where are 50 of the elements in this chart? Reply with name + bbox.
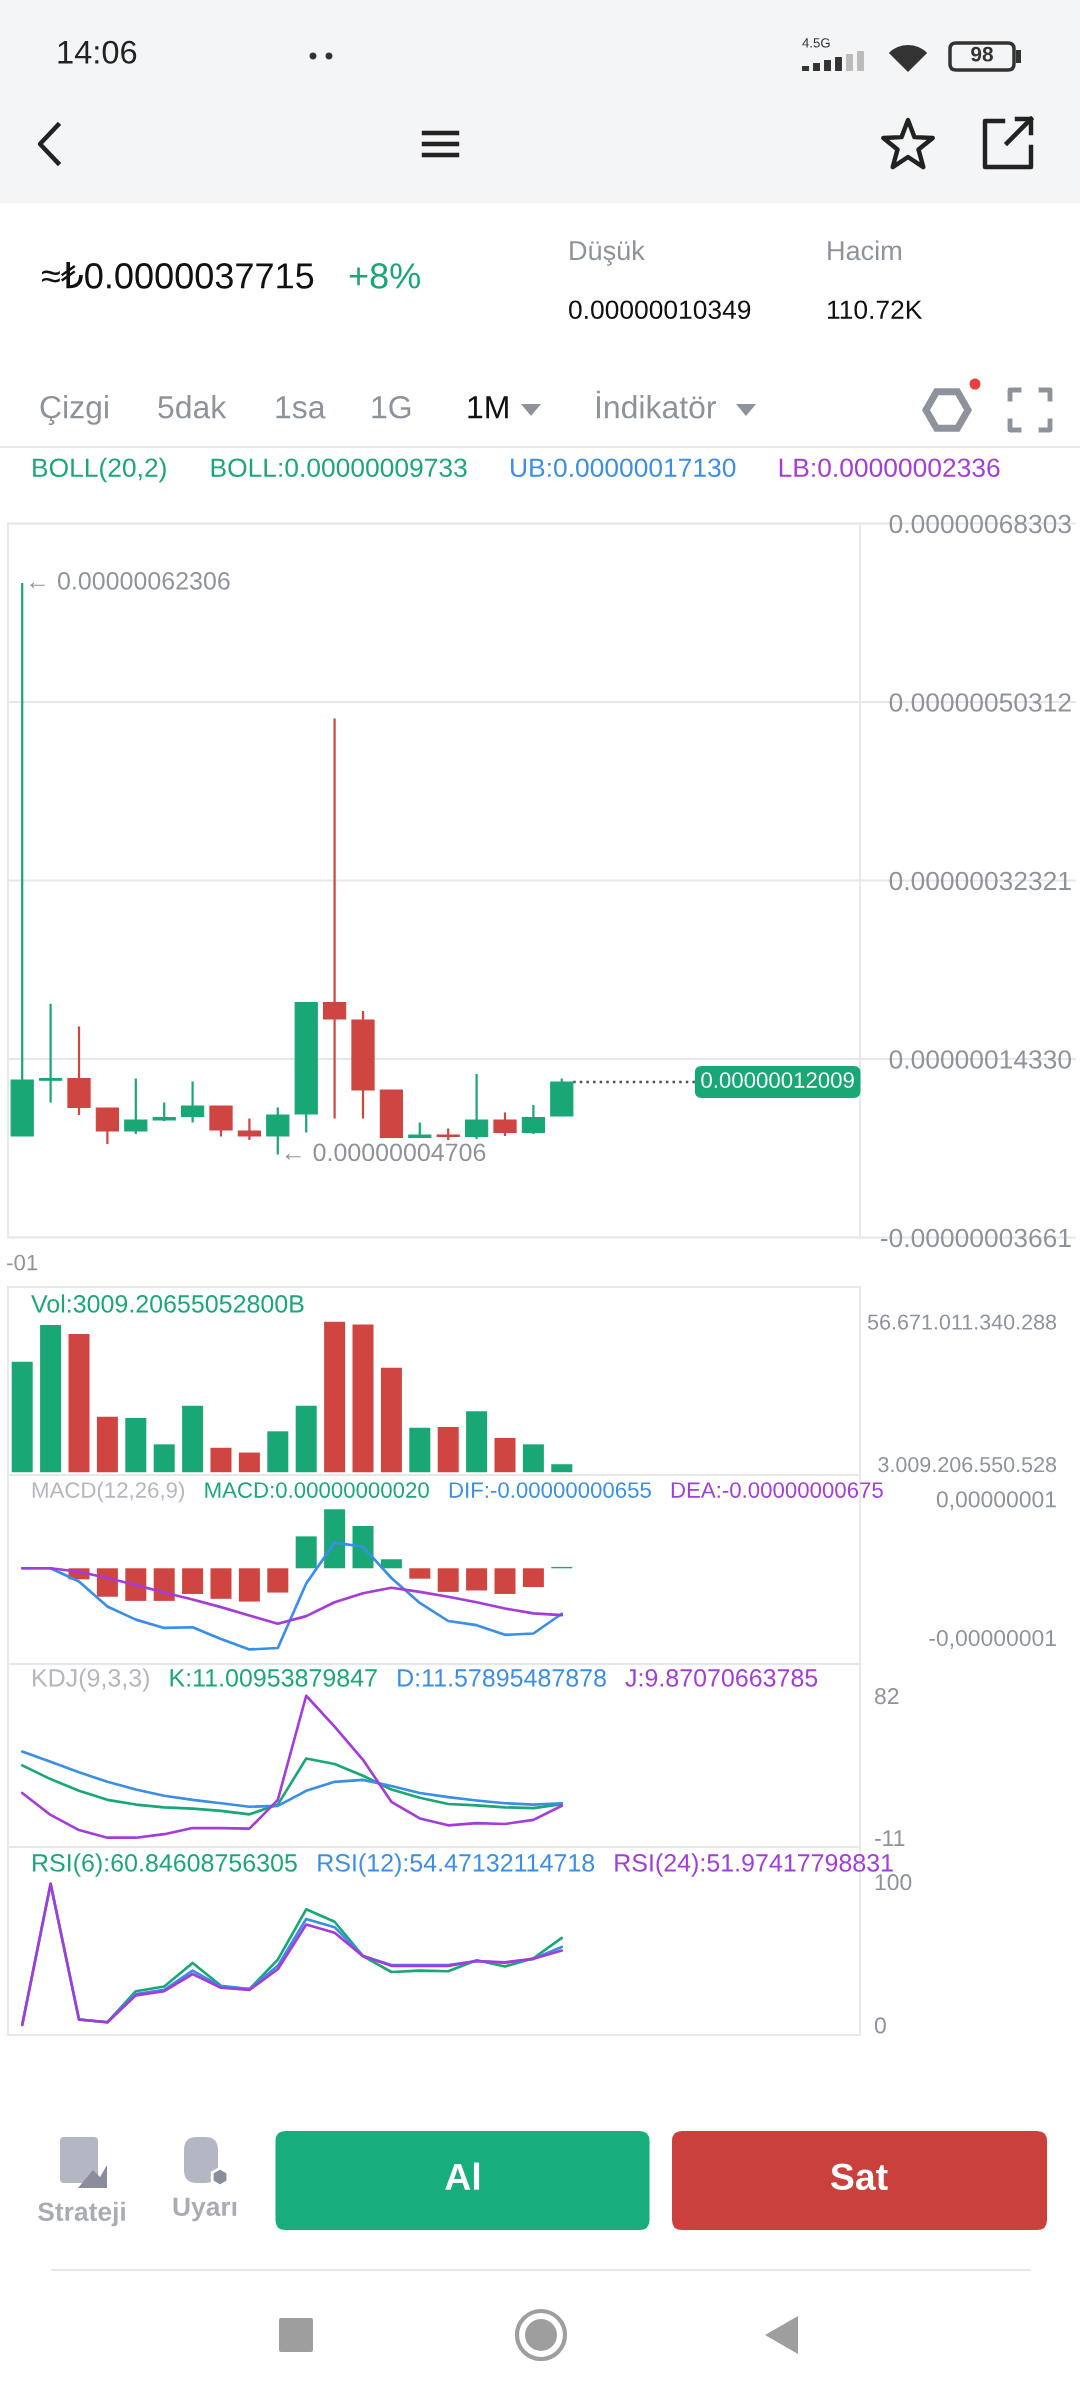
- text: 1M: [468, 396, 508, 419]
- series-label: Vol:3009.20655052800B: [31, 1294, 304, 1313]
- y-tick-label: 0,00000001: [936, 1491, 1056, 1511]
- text: DEA:-0.00000000675: [671, 1482, 883, 1498]
- series-label: MACD:0.00000000020: [205, 1482, 429, 1498]
- y-tick-label: -0.00000003661: [880, 1228, 1071, 1248]
- text: 98: [971, 46, 993, 62]
- series-label: RSI(12):54.47132114718: [318, 1853, 595, 1877]
- text: UB:0.00000017130: [511, 458, 736, 478]
- text: Al: [445, 2162, 480, 2190]
- y-tick-label: 0: [874, 2017, 886, 2034]
- text: Hacim: [828, 240, 901, 261]
- text: 4.5G: [802, 38, 830, 48]
- y-tick-label: 56.671.011.340.288: [867, 1314, 1057, 1330]
- text: Düşük: [570, 240, 645, 266]
- text: 1G: [372, 395, 411, 419]
- y-tick-label: 3.009.206.550.528: [878, 1456, 1057, 1473]
- text: BOLL:0.00000009733: [211, 458, 467, 478]
- annotation: ← 0.00000062306: [30, 572, 230, 590]
- text: 5dak: [158, 395, 227, 419]
- text: J:9.87070663785: [625, 1669, 818, 1687]
- text: 110.72K: [828, 300, 923, 320]
- legend-title: MACD(12,26,9): [32, 1481, 184, 1503]
- text: Çizgi: [40, 395, 108, 425]
- x-tick-label: -01: [7, 1254, 38, 1271]
- y-tick-label: 0.00000068303: [889, 514, 1071, 534]
- y-tick-label: 0.00000050312: [889, 693, 1071, 712]
- y-tick-label: -0,00000001: [929, 1629, 1056, 1649]
- y-tick-label: 0.00000014330: [889, 1050, 1071, 1069]
- text: DIF:-0.00000000655: [449, 1482, 651, 1498]
- y-tick-label: -11: [875, 1830, 905, 1846]
- text: 1sa: [276, 396, 326, 419]
- series-label: RSI(6):60.84608756305: [33, 1853, 297, 1877]
- text: D:11.57895487878: [398, 1669, 606, 1687]
- text: Strateji: [38, 2201, 125, 2227]
- y-tick-label: 82: [875, 1688, 899, 1705]
- text: LB:0.00000002336: [779, 458, 1000, 478]
- text: Sat: [830, 2163, 888, 2191]
- text: İndikatör: [596, 390, 716, 419]
- text: BOLL(20,2): [33, 457, 166, 483]
- text: ≈₺0.0000037715: [41, 261, 314, 289]
- ref-line-label: 0.00000012009: [701, 1072, 854, 1088]
- y-tick-label: 0.00000032321: [889, 871, 1071, 891]
- text: 14:06: [58, 40, 137, 64]
- legend-title: KDJ(9,3,3): [33, 1668, 149, 1692]
- text: 0.00000010349: [569, 300, 751, 320]
- text: +8%: [349, 263, 420, 289]
- annotation: ← 0.00000004706: [285, 1143, 486, 1162]
- text: Uyarı: [173, 2197, 237, 2222]
- text: K:11.00953879847: [170, 1669, 377, 1687]
